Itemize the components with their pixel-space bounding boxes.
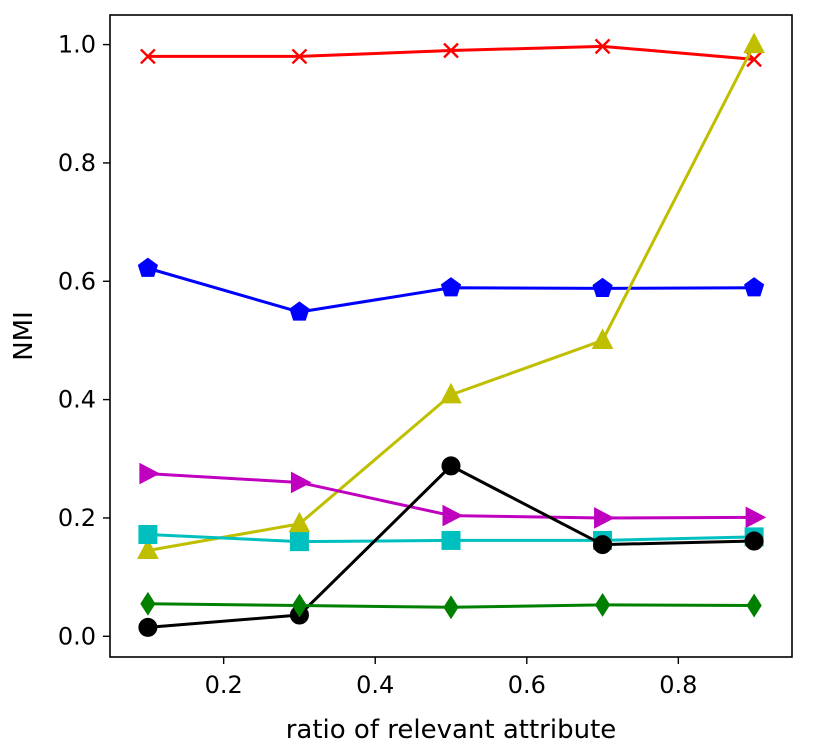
- data-point-cyan-square: [289, 532, 309, 552]
- y-tick-label: 0.0: [58, 622, 96, 650]
- x-tick-label: 0.4: [356, 671, 394, 699]
- data-point-green-diamond: [443, 595, 459, 620]
- data-point-blue-pentagon: [440, 277, 462, 297]
- data-point-yellow-triangle-up: [440, 382, 462, 404]
- data-point-blue-pentagon: [289, 301, 310, 321]
- x-tick-label: 0.2: [205, 671, 243, 699]
- data-point-green-diamond: [594, 592, 611, 617]
- data-point-yellow-triangle-up: [743, 32, 765, 54]
- data-point-yellow-triangle-up: [288, 511, 311, 533]
- data-point-magenta-triangle-right: [290, 471, 312, 494]
- series-green-diamond: [140, 591, 762, 620]
- y-tick-label: 0.6: [58, 267, 96, 295]
- series-red-x: [140, 38, 762, 68]
- data-point-black-circle: [441, 456, 461, 476]
- data-point-red-x: [594, 38, 611, 55]
- series-yellow-triangle-up: [137, 32, 765, 559]
- data-point-cyan-square: [441, 530, 461, 550]
- y-axis: 0.0 0.2 0.4 0.6 0.8 1.0: [58, 31, 110, 650]
- data-point-yellow-triangle-up: [137, 538, 159, 559]
- data-point-black-circle: [138, 617, 158, 637]
- data-point-magenta-triangle-right: [139, 462, 160, 485]
- y-tick-label: 0.8: [58, 149, 96, 177]
- x-axis: 0.2 0.4 0.6 0.8: [205, 657, 697, 699]
- x-axis-label: ratio of relevant attribute: [286, 715, 617, 745]
- x-tick-label: 0.8: [659, 671, 697, 699]
- series-blue-pentagon: [137, 257, 765, 321]
- data-point-magenta-triangle-right: [594, 507, 615, 529]
- data-point-blue-pentagon: [592, 277, 613, 297]
- data-point-black-circle: [744, 531, 764, 551]
- data-point-blue-pentagon: [137, 257, 158, 277]
- y-tick-label: 1.0: [58, 31, 96, 59]
- y-axis-label: NMI: [9, 311, 39, 361]
- y-tick-label: 0.4: [58, 386, 96, 414]
- data-point-red-x: [443, 42, 459, 59]
- data-point-blue-pentagon: [744, 277, 765, 297]
- data-point-red-x: [140, 48, 156, 65]
- data-point-green-diamond: [746, 593, 762, 618]
- series-magenta-triangle-right: [139, 462, 767, 529]
- series-black-circle: [138, 456, 764, 637]
- data-point-magenta-triangle-right: [745, 506, 767, 529]
- data-point-yellow-triangle-up: [591, 328, 614, 349]
- data-point-black-circle: [593, 535, 613, 555]
- data-point-magenta-triangle-right: [442, 504, 464, 527]
- data-point-red-x: [291, 48, 308, 65]
- series-cyan-square: [138, 525, 764, 552]
- y-tick-label: 0.2: [58, 504, 96, 532]
- data-point-green-diamond: [291, 593, 308, 618]
- series-layer: [137, 32, 767, 637]
- data-point-green-diamond: [140, 591, 156, 616]
- plot-frame: [109, 14, 793, 658]
- data-point-cyan-square: [138, 525, 158, 545]
- x-tick-label: 0.6: [508, 671, 546, 699]
- series-line-red-x: [147, 44, 755, 61]
